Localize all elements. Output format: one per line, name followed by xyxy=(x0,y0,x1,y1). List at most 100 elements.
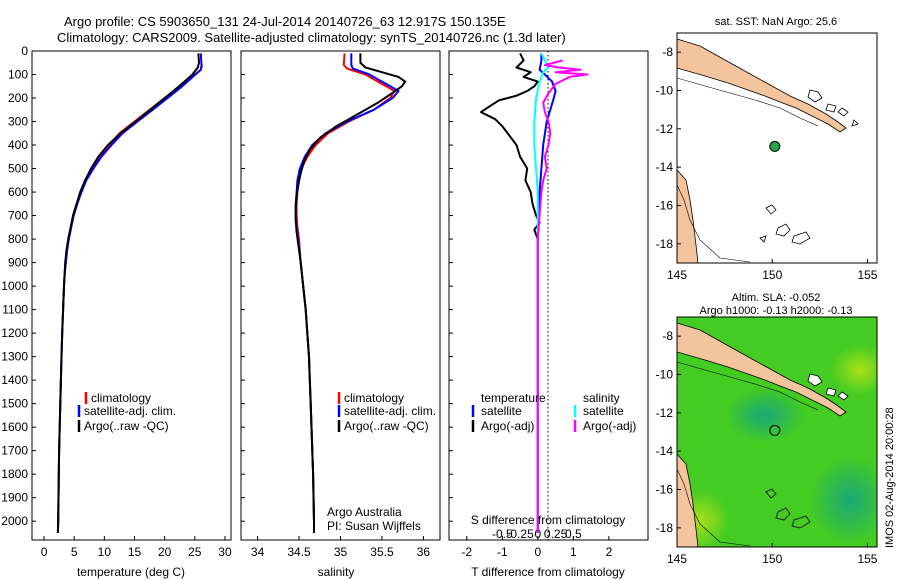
legend-label-salinity-satellite: satellite xyxy=(583,404,624,418)
difference-tick-label: 2 xyxy=(606,545,613,559)
map-lat-tick-label: -14 xyxy=(656,160,674,174)
salinity-tick-label: 34.5 xyxy=(287,545,311,559)
temperature-tick-label: 10 xyxy=(98,545,112,559)
map-lat-tick-label: -16 xyxy=(656,199,674,213)
papua-new-guinea-land xyxy=(677,322,847,417)
sla-map-frame xyxy=(676,316,878,548)
coral-sea-reefs xyxy=(765,488,811,529)
sla-map-axes: 145 150 155 -8 -10 -12 -14 -16 -18 xyxy=(656,329,878,566)
series-line-argo-raw-qc xyxy=(56,53,200,533)
legend-label-satellite: satellite-adj. clim. xyxy=(344,404,436,418)
australia-land xyxy=(677,453,699,547)
salinity-tick-label: 35.5 xyxy=(370,545,394,559)
salinity-x-axis: 34 34.5 35 35.5 36 xyxy=(251,536,430,559)
difference-series xyxy=(480,52,589,533)
sla-map-panel: Altim. SLA: -0.052 Argo h1000: -0.13 h20… xyxy=(656,292,878,566)
coral-sea-reefs xyxy=(759,204,811,245)
depth-tick-label: 900 xyxy=(8,256,28,270)
depth-tick-label: 600 xyxy=(8,185,28,199)
map-lon-tick-label: 145 xyxy=(667,268,687,282)
temperature-tick-label: 5 xyxy=(71,545,78,559)
depth-tick-label: 200 xyxy=(8,91,28,105)
difference-legend: temperature salinity satellite Argo(-adj… xyxy=(471,391,636,433)
legend-label-salinity-argo: Argo(-adj) xyxy=(583,419,636,433)
sst-map-panel: sat. SST: NaN Argo: 25.6 145 150 155 -8 -10 -… xyxy=(656,16,878,282)
salinity-difference-tick-label: 0.25 xyxy=(544,527,568,541)
annotation-argo-australia: Argo Australia xyxy=(327,505,402,519)
legend-label-temperature-argo: Argo(-adj) xyxy=(481,419,534,433)
difference-xlabel-top: S difference from climatology xyxy=(471,513,626,527)
salinity-tick-label: 34 xyxy=(251,545,265,559)
depth-tick-label: 1800 xyxy=(1,467,28,481)
sla-map-content xyxy=(677,317,877,547)
map-lat-tick-label: -18 xyxy=(656,237,674,251)
salinity-difference-tick-label: -0.25 xyxy=(506,527,534,541)
salinity-tick-label: 35 xyxy=(334,545,348,559)
depth-tick-label: 100 xyxy=(8,68,28,82)
legend-label-argo: Argo(..raw -QC) xyxy=(84,419,169,433)
islands xyxy=(807,373,849,401)
depth-tick-label: 500 xyxy=(8,162,28,176)
map-lat-tick-label: -14 xyxy=(656,444,674,458)
series-line-climatology xyxy=(56,64,204,533)
map-lat-tick-label: -8 xyxy=(662,329,673,343)
depth-tick-label: 1300 xyxy=(1,350,28,364)
depth-tick-label: 1400 xyxy=(1,373,28,387)
salinity-panel: 34 34.5 35 35.5 36 salinity climatology sate… xyxy=(240,50,441,579)
temperature-tick-label: 25 xyxy=(188,545,202,559)
series-line-satellite-adj-clim xyxy=(294,53,400,533)
salinity-difference-tick-label: -0.5 xyxy=(492,527,513,541)
difference-tick-label: -1 xyxy=(497,545,508,559)
salinity-difference-tick-label: 0 xyxy=(534,527,541,541)
depth-tick-label: 800 xyxy=(8,232,28,246)
difference-xlabel: T difference from climatology xyxy=(471,565,625,579)
sst-map-content xyxy=(677,33,877,263)
map-lat-tick-label: -18 xyxy=(656,521,674,535)
temperature-tick-label: 0 xyxy=(41,545,48,559)
sst-map-axes: 145 150 155 -8 -10 -12 -14 -16 -18 xyxy=(656,45,878,282)
bathymetry-contour xyxy=(677,361,819,411)
imos-timestamp: IMOS 02-Aug-2014 20:00:28 xyxy=(884,407,896,548)
temperature-tick-label: 30 xyxy=(218,545,232,559)
temperature-panel: 0100200300400500600700800900100011001200… xyxy=(1,44,453,579)
map-lat-tick-label: -8 xyxy=(662,45,673,59)
sla-map-title-line1: Altim. SLA: -0.052 xyxy=(732,292,821,304)
series-line-climatology xyxy=(295,53,396,533)
legend-label-argo: Argo(..raw -QC) xyxy=(344,419,429,433)
sla-map-title-line2: Argo h1000: -0.13 h2000: -0.13 xyxy=(700,305,853,317)
series-line-argo-raw-qc xyxy=(294,53,407,533)
legend-label-climatology: climatology xyxy=(91,391,151,405)
temperature-legend: climatology satellite-adj. clim. Argo(..… xyxy=(77,391,176,433)
map-lat-tick-label: -12 xyxy=(656,122,674,136)
argo-float-marker xyxy=(769,140,781,152)
depth-tick-label: 1100 xyxy=(2,303,28,317)
temperature-series xyxy=(56,53,204,533)
islands xyxy=(807,89,859,127)
depth-tick-label: 400 xyxy=(8,138,28,152)
sst-map-frame xyxy=(676,32,878,264)
map-lat-tick-label: -10 xyxy=(656,84,674,98)
legend-header-salinity: salinity xyxy=(583,391,620,405)
depth-tick-label: 1600 xyxy=(1,420,28,434)
map-lat-tick-label: -12 xyxy=(656,406,674,420)
bathymetry-contour xyxy=(677,77,819,127)
sla-high-region xyxy=(830,345,877,395)
papua-new-guinea-land xyxy=(677,38,847,133)
depth-tick-label: 0 xyxy=(21,44,28,58)
series-line-temperature-satellite xyxy=(536,53,557,533)
sla-low-region xyxy=(810,455,877,545)
sst-map-title: sat. SST: NaN Argo: 25.6 xyxy=(715,16,837,28)
temperature-x-axis: 0 5 10 15 20 25 30 xyxy=(41,536,232,559)
depth-tick-label: 700 xyxy=(8,209,28,223)
map-lat-tick-label: -10 xyxy=(656,368,674,382)
difference-panel: -2 -1 0 1 2 -0.5-0.25 0 0.250.5 T difference f… xyxy=(448,50,649,579)
salinity-xlabel: salinity xyxy=(318,565,355,579)
temperature-tick-label: 15 xyxy=(128,545,142,559)
depth-tick-label: 300 xyxy=(8,115,28,129)
temperature-xlabel: temperature (deg C) xyxy=(77,565,185,579)
series-line-temperature-argo-adj xyxy=(480,52,541,533)
legend-label-temperature-satellite: satellite xyxy=(481,404,522,418)
depth-axis: 0 100 200 300 400 500 600 700 800 900 1000 1100 1200… xyxy=(1,44,453,528)
figure-title-line1: Argo profile: CS 5903650_131 24-Jul-2014… xyxy=(64,14,506,29)
